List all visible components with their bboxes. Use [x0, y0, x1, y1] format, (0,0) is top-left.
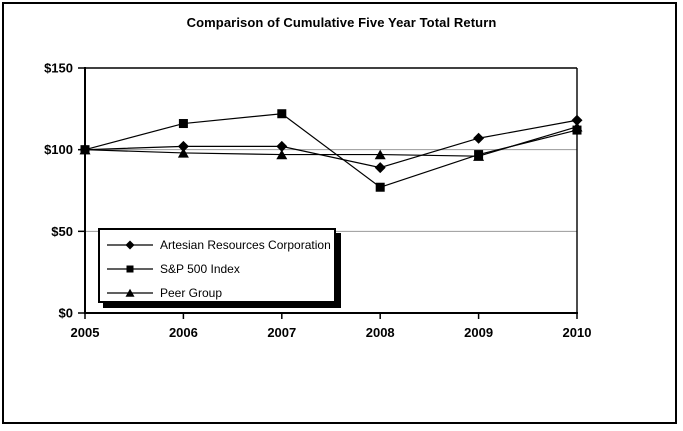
legend-item-artesian-resources-corporation: Artesian Resources Corporation: [100, 233, 334, 257]
x-tick-label-2007: 2007: [267, 325, 296, 340]
x-tick-label-2009: 2009: [464, 325, 493, 340]
legend-diamond-glyph: [125, 240, 135, 250]
diamond-marker-artesian-resources-corporation-2008: [374, 162, 386, 174]
square-marker-s-p-500-index-2005: [80, 145, 90, 155]
series-line-s-p-500-index: [84, 113, 578, 188]
series-line-artesian-resources-corporation: [84, 119, 578, 169]
legend-label-peer-group: Peer Group: [160, 286, 223, 300]
triangle-marker-peer-group-2008: [374, 149, 386, 160]
diamond-marker-artesian-resources-corporation-2006: [177, 140, 189, 152]
series-line-peer-group: [84, 126, 578, 157]
square-marker-s-p-500-index-2008: [375, 182, 385, 192]
legend-triangle-glyph: [125, 288, 135, 297]
legend: Artesian Resources Corporation S&P 500 In…: [98, 228, 336, 303]
diamond-marker-artesian-resources-corporation-2007: [276, 140, 288, 152]
square-marker-s-p-500-index-2009: [474, 150, 484, 160]
legend-item-peer-group: Peer Group: [100, 281, 334, 305]
legend-item-s-p-500-index: S&P 500 Index: [100, 257, 334, 281]
x-tick-label-2005: 2005: [71, 325, 100, 340]
square-marker-s-p-500-index-2006: [178, 119, 188, 129]
legend-triangle-icon: [107, 288, 153, 297]
x-tick-label-2006: 2006: [169, 325, 198, 340]
legend-diamond-icon: [107, 240, 153, 250]
legend-square-icon: [107, 265, 153, 273]
legend-label-s-p-500-index: S&P 500 Index: [160, 262, 240, 276]
square-marker-s-p-500-index-2007: [277, 109, 287, 119]
legend-label-artesian-resources-corporation: Artesian Resources Corporation: [160, 238, 331, 252]
x-tick-label-2008: 2008: [366, 325, 395, 340]
y-tick-label-0: $0: [59, 306, 73, 321]
diamond-marker-artesian-resources-corporation-2009: [473, 132, 485, 144]
x-tick-label-2010: 2010: [563, 325, 592, 340]
diamond-marker-artesian-resources-corporation-2010: [571, 114, 583, 126]
y-tick-label-50: $50: [51, 224, 73, 239]
y-tick-label-100: $100: [44, 142, 73, 157]
triangle-marker-peer-group-2007: [276, 149, 288, 160]
legend-square-glyph: [126, 265, 134, 273]
y-tick-label-150: $150: [44, 61, 73, 76]
triangle-marker-peer-group-2006: [177, 147, 189, 158]
square-marker-s-p-500-index-2010: [572, 125, 582, 135]
chart-title: Comparison of Cumulative Five Year Total…: [186, 15, 497, 30]
